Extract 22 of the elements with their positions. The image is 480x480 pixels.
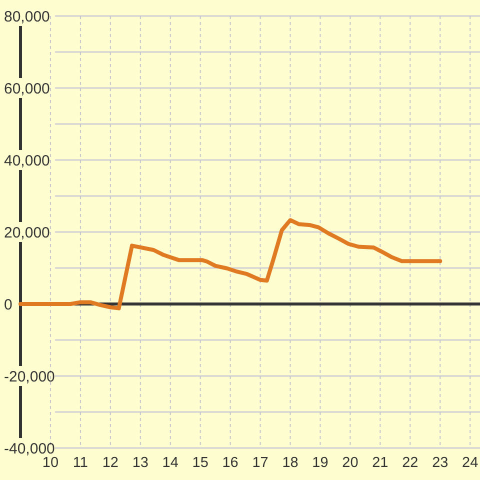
x-tick-label: 12 [102, 455, 118, 471]
y-tick-label: 60,000 [4, 80, 50, 98]
y-tick-label: 80,000 [4, 8, 50, 26]
x-tick-label: 13 [132, 455, 148, 471]
x-tick-label: 16 [222, 455, 238, 471]
x-tick-label: 10 [42, 455, 59, 471]
x-tick-label: 24 [462, 455, 478, 471]
y-tick-label: 40,000 [4, 152, 50, 170]
x-tick-label: 22 [402, 455, 418, 471]
y-tick-label: 0 [4, 296, 12, 314]
x-tick-label: 18 [282, 455, 298, 471]
x-tick-label: 15 [192, 455, 208, 471]
y-tick-label: -40,000 [4, 440, 55, 458]
y-tick-label: -20,000 [4, 368, 55, 386]
x-tick-label: 23 [432, 455, 448, 471]
x-tick-label: 19 [312, 455, 328, 471]
x-tick-label: 20 [342, 455, 358, 471]
x-tick-label: 11 [72, 455, 88, 471]
y-tick-label: 20,000 [4, 224, 50, 242]
x-tick-label: 14 [162, 455, 178, 471]
x-tick-label: 21 [372, 455, 388, 471]
x-tick-label: 17 [252, 455, 268, 471]
